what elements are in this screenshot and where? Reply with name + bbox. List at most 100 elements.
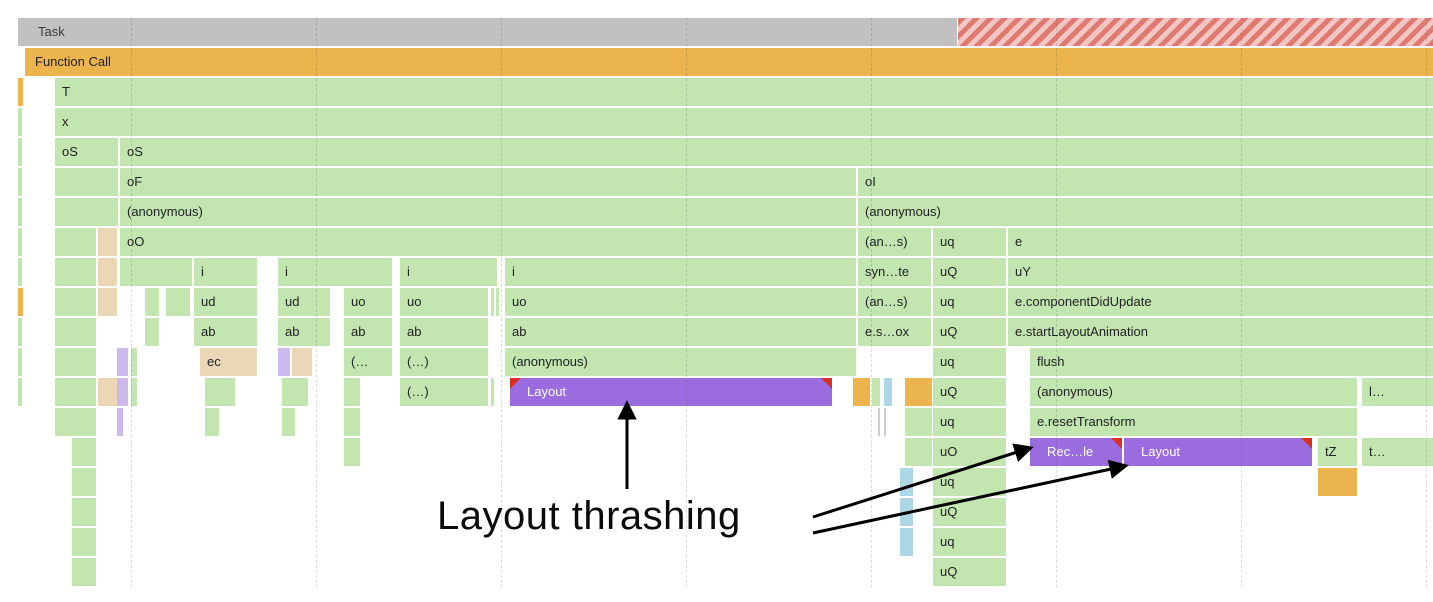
flame-bar-ab[interactable]: ab <box>400 318 488 346</box>
flame-fragment[interactable]: (…) <box>400 378 488 406</box>
flame-fragment[interactable] <box>72 438 96 466</box>
flame-fragment[interactable] <box>905 378 932 406</box>
flame-fragment[interactable] <box>205 378 235 406</box>
flame-fragment[interactable] <box>18 168 22 196</box>
flame-bar-ud[interactable]: ud <box>278 288 330 316</box>
flame-fragment[interactable] <box>166 288 190 316</box>
flame-fragment[interactable] <box>145 318 159 346</box>
flame-bar-os[interactable]: oS <box>120 138 1433 166</box>
flame-fragment[interactable] <box>117 378 128 406</box>
flame-bar-anonymous[interactable]: (anonymous) <box>120 198 856 226</box>
flame-bar-uy[interactable]: uY <box>1008 258 1433 286</box>
flame-bar-uo[interactable]: uo <box>400 288 488 316</box>
flame-fragment[interactable] <box>205 408 219 436</box>
flame-fragment[interactable] <box>120 258 192 286</box>
flame-bar-uq[interactable]: uq <box>933 288 1006 316</box>
flame-bar-uq[interactable]: uq <box>933 468 1006 496</box>
function-call-bar[interactable]: Function Call <box>25 48 1433 76</box>
flame-fragment[interactable] <box>18 378 22 406</box>
flame-fragment[interactable] <box>905 438 932 466</box>
flame-bar-uq[interactable]: uQ <box>933 258 1006 286</box>
flame-fragment[interactable] <box>72 468 96 496</box>
flame-fragment[interactable] <box>282 378 308 406</box>
flame-fragment[interactable] <box>344 378 360 406</box>
flame-fragment[interactable] <box>496 288 499 316</box>
flame-fragment[interactable] <box>55 168 118 196</box>
flame-bar-flush[interactable]: flush <box>1030 348 1433 376</box>
flame-bar-os[interactable]: oS <box>55 138 118 166</box>
flame-bar-oi[interactable]: oI <box>858 168 1433 196</box>
flame-bar-i[interactable]: i <box>278 258 392 286</box>
flame-bar-uq[interactable]: uQ <box>933 498 1006 526</box>
flame-fragment[interactable] <box>131 378 137 406</box>
flame-bar-of[interactable]: oF <box>120 168 856 196</box>
flame-bar-syn-te[interactable]: syn…te <box>858 258 931 286</box>
flame-fragment[interactable] <box>878 408 880 436</box>
flame-fragment[interactable] <box>491 288 494 316</box>
flame-bar-ud[interactable]: ud <box>194 288 257 316</box>
flame-bar-uq[interactable]: uq <box>933 528 1006 556</box>
flame-bar-t[interactable]: t… <box>1362 438 1433 466</box>
flame-fragment[interactable] <box>131 348 137 376</box>
flame-fragment[interactable] <box>18 198 22 226</box>
flame-fragment[interactable] <box>884 408 886 436</box>
flame-fragment[interactable] <box>900 498 913 526</box>
flame-fragment[interactable] <box>55 378 96 406</box>
flame-bar-ab[interactable]: ab <box>505 318 856 346</box>
flame-fragment[interactable] <box>18 108 22 136</box>
layout-bar-first[interactable]: Layout <box>510 378 832 406</box>
flame-fragment[interactable] <box>117 408 123 436</box>
flame-fragment[interactable] <box>491 378 494 406</box>
flame-fragment[interactable] <box>55 228 96 256</box>
flame-fragment[interactable] <box>18 78 23 106</box>
flame-bar-t[interactable]: T <box>55 78 1433 106</box>
flame-fragment[interactable] <box>117 348 128 376</box>
flame-bar-e[interactable]: e <box>1008 228 1433 256</box>
flame-bar-uq[interactable]: uq <box>933 228 1006 256</box>
flame-bar-e-componentdidupdate[interactable]: e.componentDidUpdate <box>1008 288 1433 316</box>
flame-fragment[interactable] <box>55 318 96 346</box>
flame-fragment[interactable] <box>98 378 117 406</box>
flame-fragment[interactable] <box>145 288 159 316</box>
recalc-style-bar[interactable]: Rec…le <box>1030 438 1122 466</box>
flame-bar-x[interactable]: x <box>55 108 1433 136</box>
flame-bar-oo[interactable]: oO <box>120 228 856 256</box>
flame-fragment[interactable] <box>55 288 96 316</box>
flame-fragment[interactable] <box>853 378 870 406</box>
flame-fragment[interactable] <box>72 498 96 526</box>
flame-fragment[interactable]: (…) <box>400 348 488 376</box>
flame-fragment[interactable] <box>18 228 22 256</box>
flame-bar-uo[interactable]: uo <box>505 288 856 316</box>
flame-fragment[interactable] <box>18 318 22 346</box>
flame-fragment[interactable] <box>18 288 23 316</box>
flame-bar-i[interactable]: i <box>400 258 497 286</box>
flame-fragment[interactable]: (… <box>344 348 392 376</box>
flame-fragment[interactable] <box>18 258 22 286</box>
flame-fragment[interactable] <box>55 198 118 226</box>
flame-bar-uo[interactable]: uO <box>933 438 1006 466</box>
flame-bar-i[interactable]: i <box>505 258 856 286</box>
flame-fragment[interactable] <box>98 288 117 316</box>
flame-fragment[interactable] <box>98 258 117 286</box>
flame-bar-i[interactable]: i <box>194 258 257 286</box>
flame-bar-an-s[interactable]: (an…s) <box>858 288 931 316</box>
flame-fragment[interactable] <box>872 378 880 406</box>
flame-bar-anonymous[interactable]: (anonymous) <box>1030 378 1357 406</box>
layout-bar-second[interactable]: Layout <box>1124 438 1312 466</box>
flame-fragment[interactable] <box>55 258 96 286</box>
flame-bar-uq[interactable]: uq <box>933 408 1006 436</box>
flame-fragment[interactable] <box>278 348 290 376</box>
flame-bar-anonymous[interactable]: (anonymous) <box>858 198 1433 226</box>
flame-fragment[interactable] <box>900 528 913 556</box>
flame-bar-uq[interactable]: uq <box>933 348 1006 376</box>
flame-bar-an-s[interactable]: (an…s) <box>858 228 931 256</box>
flame-bar-tz[interactable]: tZ <box>1318 438 1357 466</box>
flame-fragment[interactable] <box>18 348 22 376</box>
flame-fragment[interactable] <box>98 228 117 256</box>
flame-fragment[interactable] <box>344 438 360 466</box>
flame-bar-ec[interactable]: ec <box>200 348 257 376</box>
flame-bar-uo[interactable]: uo <box>344 288 392 316</box>
flame-bar-uq[interactable]: uQ <box>933 318 1006 346</box>
flame-bar-ab[interactable]: ab <box>344 318 392 346</box>
flame-bar-ab[interactable]: ab <box>194 318 257 346</box>
